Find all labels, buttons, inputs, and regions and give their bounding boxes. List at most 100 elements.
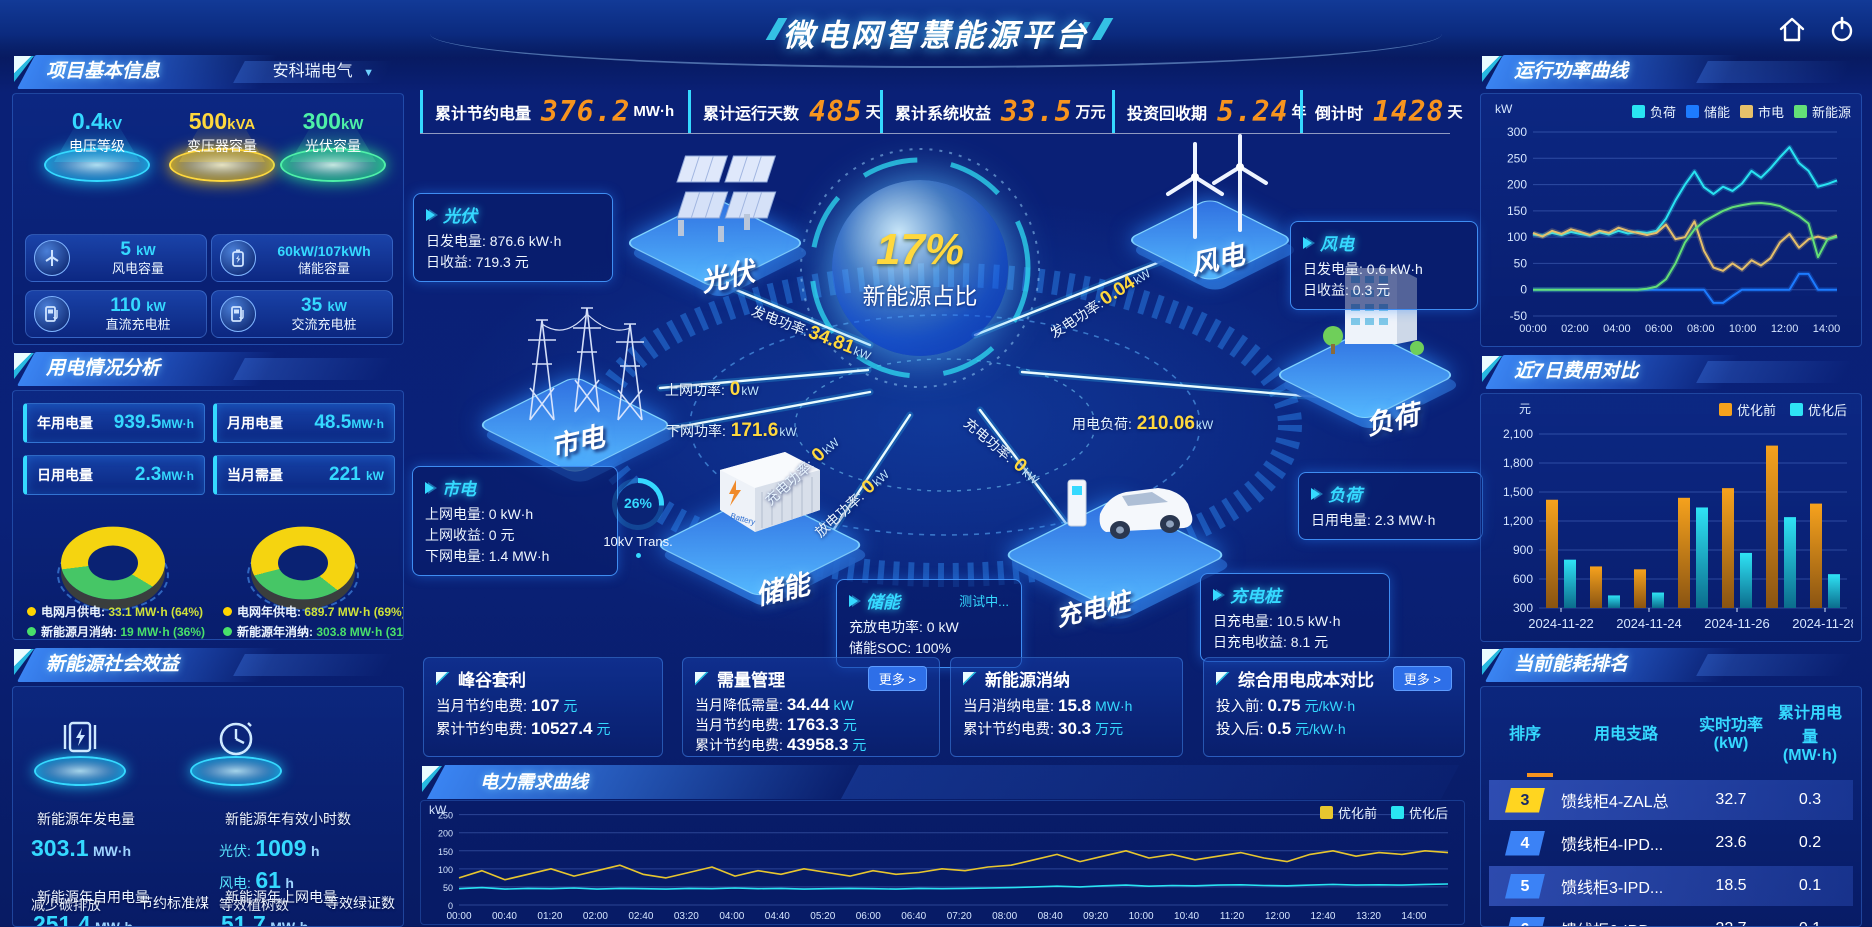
svg-text:09:20: 09:20 (1083, 911, 1108, 922)
panel-title: 运行功率曲线 (1514, 61, 1629, 82)
wind-turbine-icon (34, 240, 70, 276)
svg-text:2024-11-22: 2024-11-22 (1528, 616, 1594, 631)
svg-text:250: 250 (1507, 151, 1527, 165)
svg-text:2024-11-26: 2024-11-26 (1704, 616, 1770, 631)
svg-text:00:40: 00:40 (492, 911, 517, 922)
svg-text:12:00: 12:00 (1771, 323, 1799, 335)
benefit-gen-value: 303.1 MW·h (31, 835, 132, 861)
power-line-chart: -50 0 50 100 150 200 250 300 00:00 02:00 04:00 06:0… (1493, 124, 1845, 341)
svg-text:50: 50 (1514, 256, 1528, 270)
svg-text:04:00: 04:00 (719, 911, 744, 922)
panel-title: 用电情况分析 (46, 358, 161, 379)
svg-text:12:40: 12:40 (1310, 911, 1335, 922)
legend-cost-before[interactable]: 优化前 (1718, 400, 1776, 419)
benefit-carbon-label: 减少碳排放 (31, 897, 101, 913)
panel-social-benefit: 新能源社会效益 新能源年发电量 303.1 MW·h 新能源年有效小时数 光伏:… (12, 648, 404, 927)
table-row[interactable]: 5 馈线柜3-IPD... 18.5 0.1 (1489, 866, 1853, 906)
load-info-box: 负荷 日用电量: 2.3 MW·h (1298, 472, 1483, 540)
legend-cost-after[interactable]: 优化后 (1789, 400, 1847, 419)
legend-renewable[interactable]: 新能源 (1793, 102, 1851, 121)
demand-chart-header: 电力需求曲线 (420, 765, 1465, 799)
svg-text:01:20: 01:20 (537, 911, 562, 922)
panel-usage-header: 用电情况分析 (12, 352, 404, 386)
ranking-table-header: 排序 用电支路 实时功率 (kW) 累计用电量 (MW·h) (1508, 705, 1842, 764)
wind-turbines-icon[interactable] (1140, 122, 1290, 257)
svg-text:2,100: 2,100 (1503, 427, 1533, 441)
table-row[interactable]: 4 馈线柜4-IPD... 23.6 0.2 (1489, 823, 1853, 863)
kpi-unit: 天 (865, 104, 881, 121)
legend-demand-after[interactable]: 优化后 (1390, 803, 1448, 822)
carousel-indicator (1527, 773, 1553, 777)
card-wind-capacity: 5 kW 风电容量 (25, 234, 207, 282)
kpi-unit: 天 (1447, 104, 1463, 121)
card-renewable-absorb: 新能源消纳 当月消纳电量: 15.8 MW·h 累计节约电费: 30.3 万元 (950, 657, 1183, 757)
svg-text:1,500: 1,500 (1503, 485, 1533, 499)
svg-text:14:00: 14:00 (1401, 911, 1426, 922)
dc-charger-icon (34, 296, 70, 332)
transformer-label: 10kV Trans. (603, 534, 673, 549)
svg-text:13:20: 13:20 (1356, 911, 1381, 922)
battery-icon (220, 240, 256, 276)
cost-more-button[interactable]: 更多 > (1392, 666, 1452, 691)
demand-more-button[interactable]: 更多 > (867, 666, 927, 691)
kpi-unit: MW·h (633, 103, 675, 120)
ev-charging-icon[interactable] (1030, 450, 1210, 575)
svg-text:10:00: 10:00 (1129, 911, 1154, 922)
kpi-countdown: 倒计时 1428 天 (1300, 90, 1462, 133)
card-demand-mgmt: 需量管理 更多 > 当月降低需量: 34.44 kW 当月节约电费: 1763.3 元 … (682, 657, 940, 757)
card-corner-icon (436, 671, 450, 686)
pedestal-label: 变压器容量 (187, 138, 257, 154)
kpi-value: 33.5 (1001, 95, 1073, 128)
kpi-label: 累计运行天数 (703, 105, 800, 123)
table-row[interactable]: 3 馈线柜4-ZAL总 32.7 0.3 (1489, 780, 1853, 820)
energy-meter-icon (25, 715, 135, 786)
rank-badge: 6 (1505, 916, 1545, 926)
svg-text:11:20: 11:20 (1220, 911, 1245, 922)
chevron-down-icon: ▼ (363, 67, 374, 79)
company-dropdown[interactable]: 安科瑞电气 ▼ (273, 55, 374, 90)
benefit-pv-hours: 光伏: 1009 h (219, 835, 320, 861)
benefit-gen-label: 新能源年发电量 (37, 811, 135, 827)
kpi-label: 累计节约电量 (435, 105, 532, 123)
wind-info-box: 风电 日发电量: 0.6 kW·h 日收益: 0.3 元 (1290, 221, 1478, 310)
legend-demand-before[interactable]: 优化前 (1319, 803, 1377, 822)
power-icon[interactable] (1826, 14, 1858, 46)
company-dropdown-value[interactable]: 安科瑞电气 (272, 63, 353, 80)
svg-text:2024-11-24: 2024-11-24 (1616, 616, 1682, 631)
svg-text:02:00: 02:00 (1561, 323, 1589, 335)
panel-benefit-header: 新能源社会效益 (12, 648, 404, 682)
panel-cost-header: 近7日费用对比 (1480, 355, 1862, 389)
panel-title: 新能源社会效益 (46, 654, 180, 675)
legend-grid[interactable]: 市电 (1739, 102, 1784, 121)
donut-month-chart (53, 509, 173, 611)
panel-title: 项目基本信息 (46, 61, 161, 82)
rank-badge: 4 (1505, 830, 1545, 856)
home-icon[interactable] (1776, 14, 1808, 46)
benefit-ongrid-value: 51.7 MW·h (221, 911, 309, 927)
solar-panels-icon[interactable] (640, 148, 790, 263)
benefit-self-value: 251.4 MW·h (33, 911, 134, 927)
demand-chart: kW 优化前 优化后 0 50 100 150 200 250 00:00 00:40 01:2… (420, 800, 1465, 925)
card-corner-icon (963, 671, 977, 686)
transformer-load-value: 26% (623, 495, 653, 511)
table-row[interactable]: 6 馈线柜6-IPD 22.7 0.1 (1489, 909, 1853, 926)
svg-text:12:00: 12:00 (1265, 911, 1290, 922)
legend-load[interactable]: 负荷 (1631, 102, 1676, 121)
panel-usage-analysis: 用电情况分析 年用电量 939.5MW·h 月用电量 48.5MW·h 日用电量 2.… (12, 352, 404, 640)
transmission-towers-icon[interactable] (490, 280, 660, 435)
svg-text:05:20: 05:20 (810, 911, 835, 922)
kpi-saved-energy: 累计节约电量 376.2 MW·h (420, 90, 688, 133)
energy-flow-diagram: 光伏 风电 市电 (400, 130, 1483, 668)
battery-container-icon[interactable]: Battery (700, 440, 840, 555)
flow-load-power: 用电负荷: 210.06kW (1072, 413, 1214, 434)
kpi-value: 376.2 (541, 95, 631, 128)
svg-text:0: 0 (1520, 283, 1527, 297)
chevron-right-icon (1311, 487, 1320, 500)
panel-project-header: 项目基本信息 安科瑞电气 ▼ (12, 55, 404, 89)
transformer-gauge: 26% 10kV Trans. (598, 478, 678, 558)
glow-disk (280, 148, 386, 182)
svg-text:10:40: 10:40 (1174, 911, 1199, 922)
stat-month-demand: 当月需量 221 kW (213, 455, 395, 495)
legend-storage[interactable]: 储能 (1685, 102, 1730, 121)
panel-title: 当前能耗排名 (1514, 654, 1629, 675)
